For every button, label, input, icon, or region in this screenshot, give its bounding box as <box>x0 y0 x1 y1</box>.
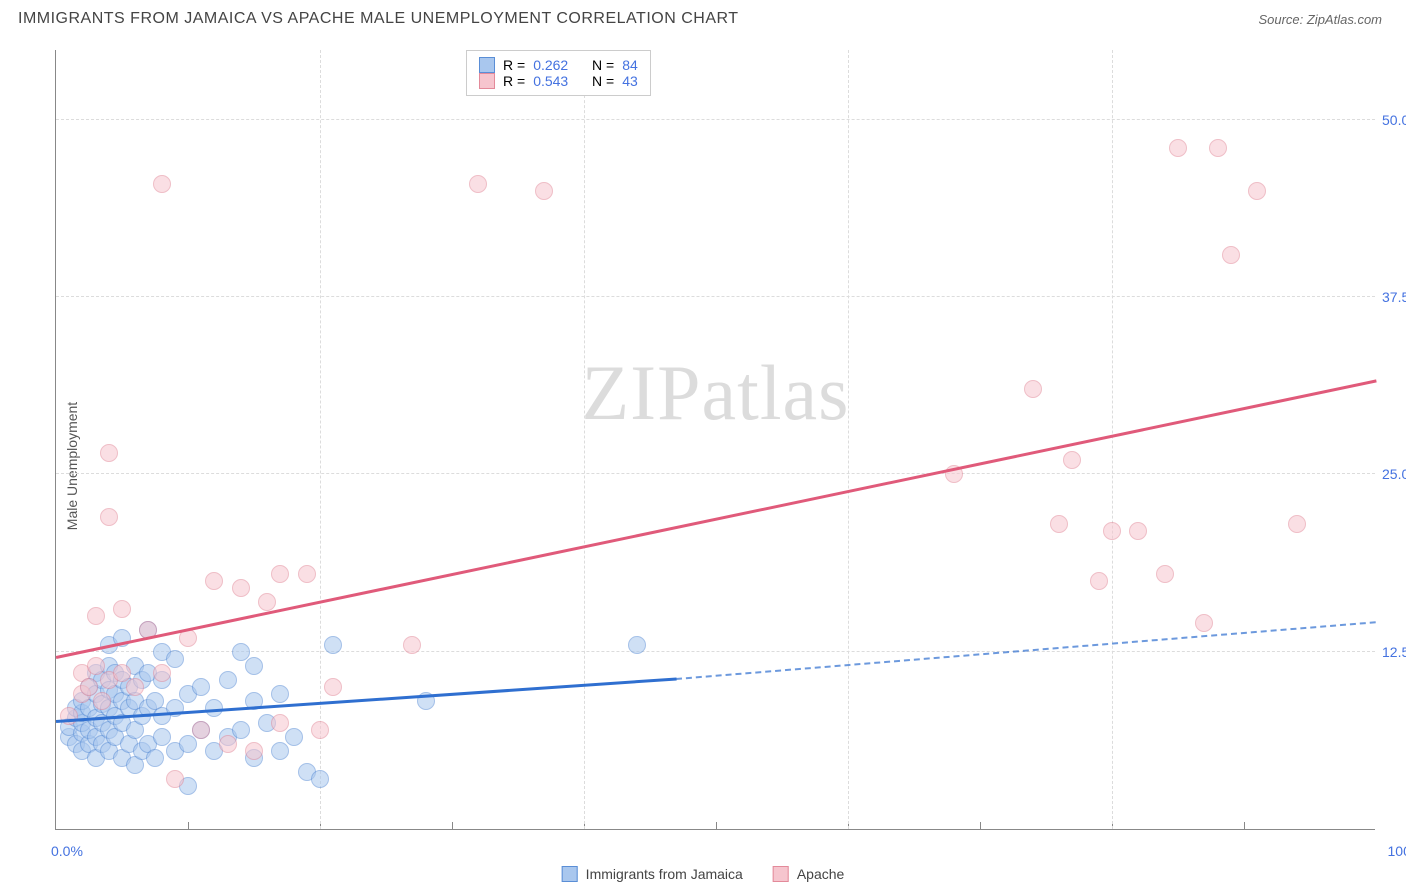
x-tick-label: 0.0% <box>51 843 83 859</box>
scatter-point <box>1248 182 1266 200</box>
swatch-icon <box>479 73 495 89</box>
n-value: 43 <box>622 73 638 89</box>
scatter-point <box>179 735 197 753</box>
scatter-point <box>1222 246 1240 264</box>
scatter-point <box>100 508 118 526</box>
scatter-point <box>271 685 289 703</box>
chart-title: IMMIGRANTS FROM JAMAICA VS APACHE MALE U… <box>18 10 739 28</box>
gridline-h <box>56 119 1375 120</box>
scatter-point <box>1209 139 1227 157</box>
gridline-h <box>56 473 1375 474</box>
y-tick-label: 12.5% <box>1382 644 1406 660</box>
scatter-point <box>1129 522 1147 540</box>
scatter-point <box>1156 565 1174 583</box>
scatter-point <box>403 636 421 654</box>
scatter-point <box>324 636 342 654</box>
legend-item: Immigrants from Jamaica <box>562 866 743 882</box>
legend-label: Apache <box>797 866 844 882</box>
scatter-point <box>205 572 223 590</box>
scatter-point <box>1288 515 1306 533</box>
scatter-point <box>1169 139 1187 157</box>
scatter-point <box>153 728 171 746</box>
scatter-point <box>80 678 98 696</box>
gridline-h <box>56 296 1375 297</box>
r-label: R = <box>503 73 525 89</box>
gridline-v <box>1244 822 1245 830</box>
scatter-point <box>166 770 184 788</box>
scatter-point <box>146 749 164 767</box>
scatter-point <box>100 444 118 462</box>
scatter-point <box>232 643 250 661</box>
scatter-point <box>245 742 263 760</box>
n-label: N = <box>592 57 614 73</box>
scatter-point <box>1090 572 1108 590</box>
gridline-v <box>452 822 453 830</box>
scatter-point <box>271 714 289 732</box>
scatter-point <box>285 728 303 746</box>
gridline-h <box>56 651 1375 652</box>
scatter-point <box>311 721 329 739</box>
r-value: 0.262 <box>533 57 568 73</box>
legend-label: Immigrants from Jamaica <box>586 866 743 882</box>
y-tick-label: 25.0% <box>1382 466 1406 482</box>
scatter-point <box>324 678 342 696</box>
scatter-point <box>1103 522 1121 540</box>
scatter-point <box>1195 614 1213 632</box>
legend-row: R = 0.543 N = 43 <box>479 73 638 89</box>
scatter-point <box>192 721 210 739</box>
scatter-point <box>1063 451 1081 469</box>
swatch-icon <box>562 866 578 882</box>
plot-area: ZIPatlas R = 0.262 N = 84 R = 0.543 N = … <box>55 50 1375 830</box>
y-tick-label: 37.5% <box>1382 289 1406 305</box>
swatch-icon <box>773 866 789 882</box>
scatter-point <box>192 678 210 696</box>
scatter-point <box>469 175 487 193</box>
series-legend: Immigrants from Jamaica Apache <box>562 866 845 882</box>
gridline-v <box>848 50 849 829</box>
scatter-point <box>1024 380 1042 398</box>
chart-container: Male Unemployment ZIPatlas R = 0.262 N =… <box>0 40 1406 892</box>
scatter-point <box>232 721 250 739</box>
scatter-point <box>311 770 329 788</box>
scatter-point <box>113 600 131 618</box>
n-value: 84 <box>622 57 638 73</box>
r-value: 0.543 <box>533 73 568 89</box>
swatch-icon <box>479 57 495 73</box>
gridline-v <box>584 50 585 829</box>
scatter-point <box>628 636 646 654</box>
gridline-v <box>1112 50 1113 829</box>
watermark: ZIPatlas <box>582 348 850 438</box>
scatter-point <box>245 657 263 675</box>
scatter-point <box>153 175 171 193</box>
scatter-point <box>271 565 289 583</box>
r-label: R = <box>503 57 525 73</box>
y-tick-label: 50.0% <box>1382 112 1406 128</box>
legend-item: Apache <box>773 866 844 882</box>
gridline-v <box>320 50 321 829</box>
trendline <box>56 380 1377 659</box>
legend-row: R = 0.262 N = 84 <box>479 57 638 73</box>
scatter-point <box>87 607 105 625</box>
correlation-legend: R = 0.262 N = 84 R = 0.543 N = 43 <box>466 50 651 96</box>
scatter-point <box>93 692 111 710</box>
scatter-point <box>153 664 171 682</box>
scatter-point <box>271 742 289 760</box>
gridline-v <box>980 822 981 830</box>
scatter-point <box>298 565 316 583</box>
gridline-v <box>716 822 717 830</box>
scatter-point <box>1050 515 1068 533</box>
scatter-point <box>219 735 237 753</box>
scatter-point <box>535 182 553 200</box>
x-tick-label: 100.0% <box>1388 843 1406 859</box>
gridline-v <box>188 822 189 830</box>
scatter-point <box>126 678 144 696</box>
scatter-point <box>219 671 237 689</box>
n-label: N = <box>592 73 614 89</box>
scatter-point <box>87 657 105 675</box>
source-attribution: Source: ZipAtlas.com <box>1258 12 1382 27</box>
scatter-point <box>232 579 250 597</box>
scatter-point <box>166 650 184 668</box>
scatter-point <box>258 593 276 611</box>
scatter-point <box>113 664 131 682</box>
